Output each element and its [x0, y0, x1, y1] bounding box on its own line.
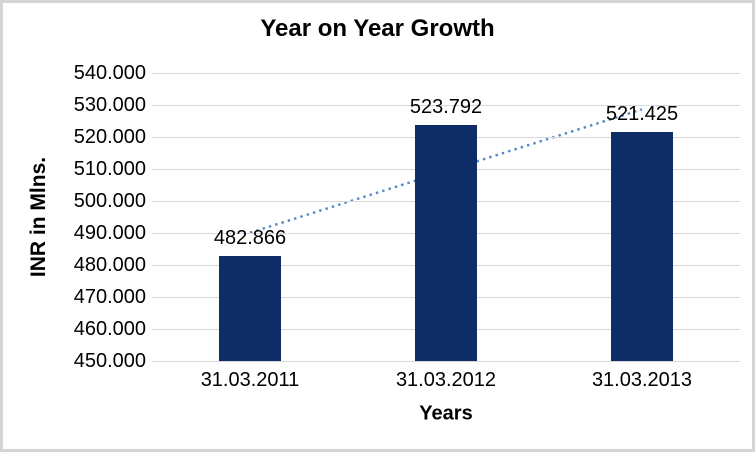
x-axis-title: Years — [419, 402, 473, 425]
y-axis-tick-label: 510.000 — [73, 158, 146, 180]
data-label: 521.425 — [605, 103, 679, 126]
y-axis-tick-label: 490.000 — [73, 222, 146, 244]
y-axis-tick-label: 470.000 — [73, 286, 146, 308]
chart-title: Year on Year Growth — [260, 15, 495, 42]
y-axis-tick-label: 500.000 — [73, 190, 146, 212]
y-axis-tick-label: 480.000 — [73, 254, 146, 276]
x-axis-tick-label: 31.03.2012 — [395, 369, 497, 391]
gridline — [152, 360, 740, 362]
bar-31.03.2013 — [611, 132, 673, 361]
data-label: 482.866 — [213, 226, 287, 249]
gridline — [152, 104, 740, 106]
x-axis-tick-label: 31.03.2011 — [200, 369, 300, 391]
gridline — [152, 72, 740, 74]
y-axis-tick-label: 450.000 — [73, 350, 146, 372]
y-axis-tick-label: 530.000 — [73, 94, 146, 116]
y-axis-tick-label: 520.000 — [73, 126, 146, 148]
plot-area: 482.866 523.792 521.425 — [152, 72, 740, 362]
y-axis-tick-label: 460.000 — [73, 318, 146, 340]
x-axis-tick-label: 31.03.2013 — [591, 369, 693, 391]
y-axis-tick-label: 540.000 — [73, 62, 146, 84]
data-label: 523.792 — [409, 95, 483, 118]
bar-31.03.2012 — [415, 124, 477, 361]
bar-31.03.2011 — [219, 255, 281, 361]
